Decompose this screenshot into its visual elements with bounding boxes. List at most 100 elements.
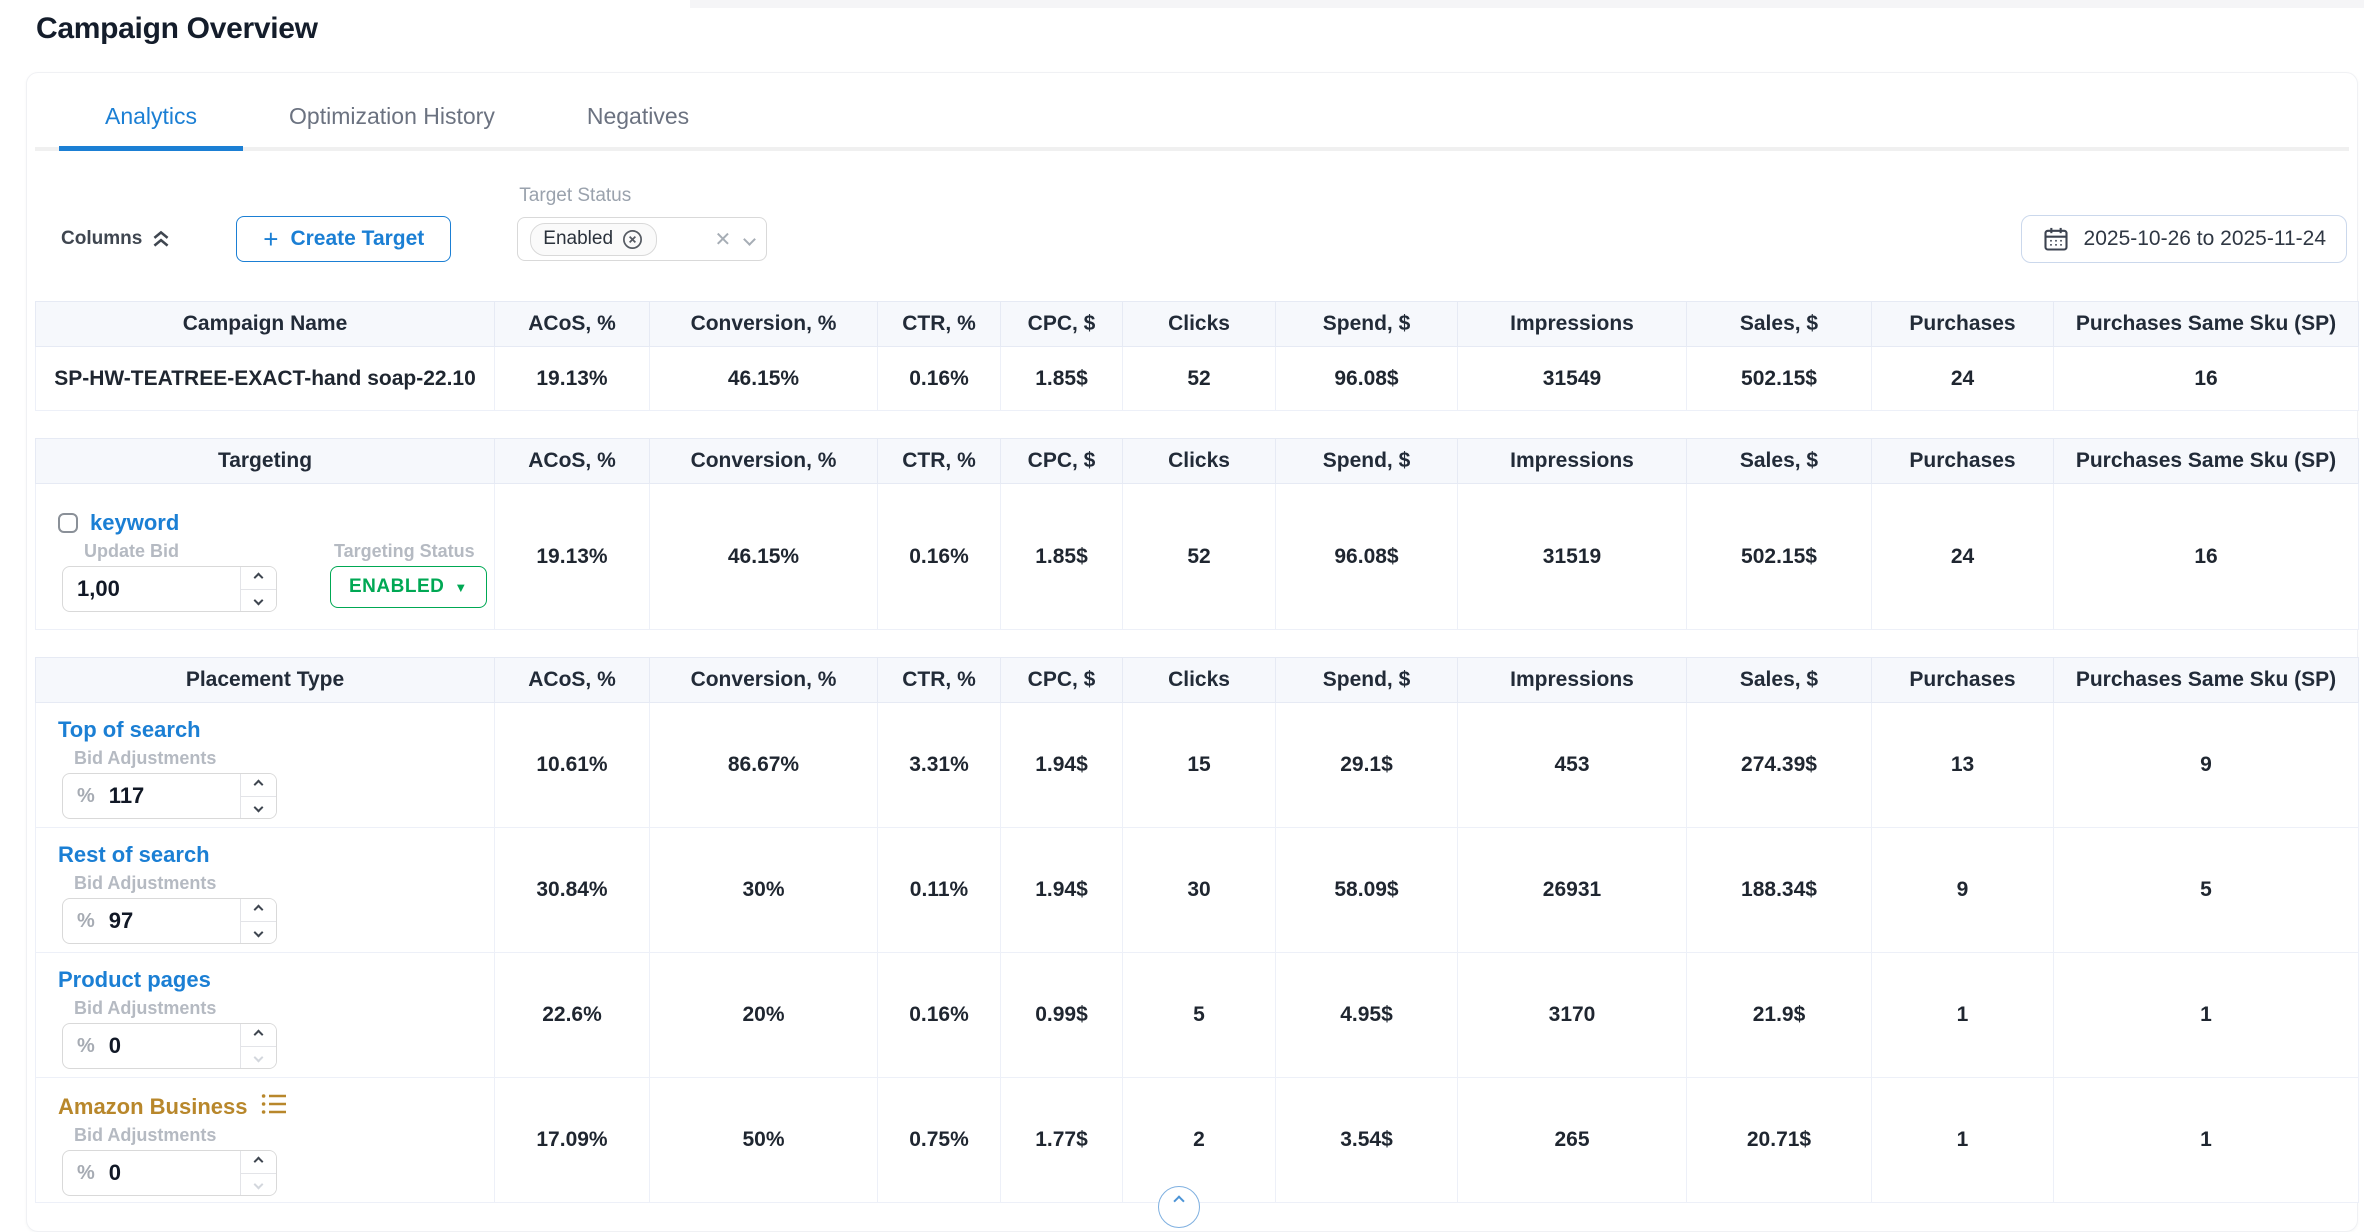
bid-adjustments-label: Bid Adjustments: [74, 1125, 217, 1145]
bid-adjustments-input-group: %: [62, 1150, 277, 1196]
metric-cell: 30%: [649, 827, 878, 953]
increment-button[interactable]: [241, 774, 276, 796]
clear-filter-icon[interactable]: ✕: [714, 228, 732, 251]
column-header: Impressions: [1457, 301, 1687, 347]
column-header: Sales, $: [1686, 657, 1872, 703]
date-range-picker[interactable]: 2025-10-26 to 2025-11-24: [2020, 215, 2347, 263]
percent-icon: %: [77, 909, 95, 932]
metric-cell: 15: [1122, 702, 1276, 828]
decrement-button[interactable]: [241, 1172, 276, 1195]
metric-cell: 26931: [1457, 827, 1687, 953]
placement-row-amazon-business: Amazon Business Bid Adjustments % 17.09%…: [35, 1077, 2359, 1203]
date-range-value: 2025-10-26 to 2025-11-24: [2083, 227, 2326, 250]
metric-cell: 30: [1122, 827, 1276, 953]
percent-icon: %: [77, 1034, 95, 1057]
column-header: Clicks: [1122, 301, 1276, 347]
bid-adjustments-input-group: %: [62, 1023, 277, 1069]
column-header: ACoS, %: [494, 657, 650, 703]
top-edge-strip: [690, 0, 2364, 8]
placement-link[interactable]: Amazon Business: [58, 1094, 248, 1119]
content-card: Analytics Optimization History Negatives…: [26, 72, 2359, 1232]
metric-cell: 52: [1122, 346, 1276, 411]
targeting-table: Targeting ACoS, % Conversion, % CTR, % CPC,…: [35, 438, 2359, 630]
metric-cell: 2: [1122, 1077, 1276, 1203]
bid-adjustments-input[interactable]: [94, 899, 240, 943]
target-status-label: Target Status: [519, 185, 632, 206]
column-header: Campaign Name: [35, 301, 495, 347]
metric-cell: 3170: [1457, 952, 1687, 1078]
metric-cell: 24: [1871, 346, 2054, 411]
placement-link[interactable]: Product pages: [58, 967, 211, 992]
keyword-link[interactable]: keyword: [90, 510, 180, 535]
metric-cell: 1.94$: [1000, 827, 1123, 953]
bid-adjustments-input[interactable]: [94, 774, 240, 818]
columns-toggle[interactable]: Columns: [61, 228, 172, 250]
targeting-status-label: Targeting Status: [334, 541, 475, 561]
metric-cell: 16: [2053, 346, 2359, 411]
toolbar: Columns + Create Target Target Status En…: [35, 185, 2349, 263]
metric-cell: 1: [1871, 952, 2054, 1078]
target-status-filter: Target Status Enabled ✕: [517, 185, 768, 261]
metric-cell: 502.15$: [1686, 483, 1872, 630]
metric-cell: 5: [2053, 827, 2359, 953]
increment-button[interactable]: [241, 899, 276, 921]
bid-adjustments-label: Bid Adjustments: [74, 748, 217, 768]
metric-cell: 22.6%: [494, 952, 650, 1078]
placement-link[interactable]: Rest of search: [58, 842, 210, 867]
metric-cell: 10.61%: [494, 702, 650, 828]
metric-cell: 20.71$: [1686, 1077, 1872, 1203]
tab-analytics[interactable]: Analytics: [59, 103, 244, 151]
campaign-row: SP-HW-TEATREE-EXACT-hand soap-22.10 19.1…: [35, 346, 2359, 411]
metric-cell: 5: [1122, 952, 1276, 1078]
metric-cell: 1: [1871, 1077, 2054, 1203]
metric-cell: 96.08$: [1275, 483, 1458, 630]
column-header: CPC, $: [1000, 438, 1123, 484]
metric-cell: 52: [1122, 483, 1276, 630]
chevron-down-icon[interactable]: [743, 232, 757, 246]
column-header: Purchases Same Sku (SP): [2053, 657, 2359, 703]
column-header: Targeting: [35, 438, 495, 484]
chevron-up-icon: [1173, 1195, 1185, 1207]
metric-cell: 0.75%: [877, 1077, 1001, 1203]
column-header: Purchases Same Sku (SP): [2053, 301, 2359, 347]
placement-row-rest-of-search: Rest of search Bid Adjustments % 30.84%3…: [35, 827, 2359, 953]
metric-cell: 21.9$: [1686, 952, 1872, 1078]
increment-button[interactable]: [241, 1151, 276, 1173]
targeting-status-dropdown[interactable]: ENABLED ▼: [330, 566, 487, 608]
update-bid-label: Update Bid: [84, 541, 180, 561]
column-header: Sales, $: [1686, 301, 1872, 347]
keyword-checkbox[interactable]: [58, 513, 78, 533]
tab-negatives[interactable]: Negatives: [586, 103, 690, 129]
column-header: Purchases: [1871, 657, 2054, 703]
tab-optimization-history[interactable]: Optimization History: [289, 103, 495, 129]
columns-label: Columns: [61, 228, 143, 249]
metric-cell: 9: [2053, 702, 2359, 828]
decrement-button[interactable]: [241, 1045, 276, 1068]
placement-row-product-pages: Product pages Bid Adjustments % 22.6%20%…: [35, 952, 2359, 1078]
caret-down-icon: ▼: [454, 579, 468, 595]
metric-cell: 24: [1871, 483, 2054, 630]
metric-cell: 274.39$: [1686, 702, 1872, 828]
circle-x-icon[interactable]: [621, 228, 644, 251]
bid-adjustments-input[interactable]: [94, 1024, 240, 1068]
increment-button[interactable]: [241, 567, 276, 589]
bid-adjustments-input[interactable]: [94, 1151, 240, 1195]
column-header: Impressions: [1457, 438, 1687, 484]
metric-cell: 0.16%: [877, 346, 1001, 411]
decrement-button[interactable]: [241, 920, 276, 943]
placement-link[interactable]: Top of search: [58, 717, 201, 742]
increment-button[interactable]: [241, 1024, 276, 1046]
placement-row-top-of-search: Top of search Bid Adjustments % 10.61%86…: [35, 702, 2359, 828]
campaign-table: Campaign Name ACoS, % Conversion, % CTR, %…: [35, 301, 2359, 411]
metric-cell: 0.16%: [877, 952, 1001, 1078]
metric-cell: 9: [1871, 827, 2054, 953]
scroll-to-top-button[interactable]: [1158, 1186, 1200, 1228]
plus-icon: +: [263, 224, 279, 254]
update-bid-input[interactable]: [63, 567, 240, 611]
create-target-button[interactable]: + Create Target: [236, 216, 452, 262]
decrement-button[interactable]: [241, 588, 276, 611]
column-header: Clicks: [1122, 657, 1276, 703]
decrement-button[interactable]: [241, 795, 276, 818]
target-status-select[interactable]: Enabled ✕: [517, 217, 768, 261]
column-header: Purchases: [1871, 438, 2054, 484]
